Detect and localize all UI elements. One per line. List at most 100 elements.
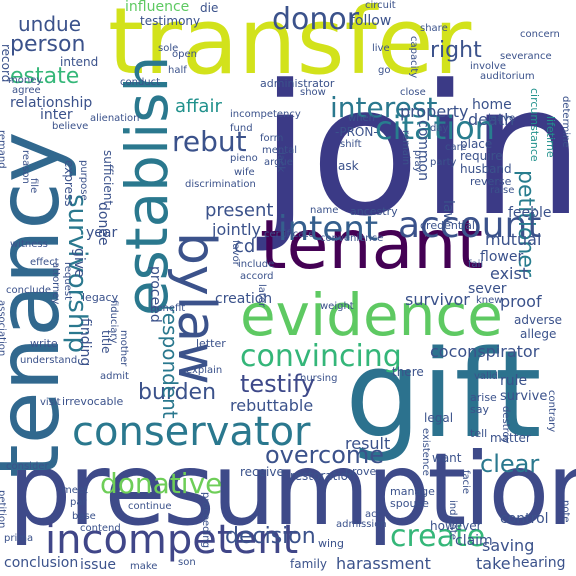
- word-flower: flower: [480, 249, 524, 265]
- word-person: person: [10, 32, 86, 57]
- word-par: par: [70, 497, 87, 508]
- word-close: close: [400, 87, 426, 98]
- word-allege: allege: [520, 327, 557, 341]
- word-want: want: [432, 451, 462, 465]
- word-legal: legal: [424, 411, 454, 425]
- word-believe: believe: [52, 121, 89, 132]
- word-shift: shift: [340, 139, 362, 150]
- word-conduct: conduct: [120, 77, 161, 88]
- word-die: die: [200, 1, 219, 15]
- word-convenience: convenience: [320, 233, 384, 244]
- word-hearing: hearing: [512, 555, 566, 571]
- word-live: live: [372, 43, 390, 54]
- word-decision: decision: [225, 524, 316, 549]
- word-prima: prima: [4, 533, 34, 544]
- word-facie: facie: [460, 470, 471, 495]
- word-relationship: relationship: [10, 95, 93, 111]
- word-husband: husband: [460, 162, 512, 176]
- word-create: create: [390, 519, 486, 554]
- word-care: care: [445, 142, 467, 153]
- word-witness: witness: [10, 239, 48, 250]
- word-fund: fund: [230, 123, 253, 134]
- word-control: control: [500, 511, 549, 527]
- word-intent: intent: [278, 209, 379, 249]
- word-convincing: convincing: [240, 339, 402, 374]
- word-account: account: [398, 205, 542, 246]
- word-meet: meet: [62, 485, 88, 496]
- word-donee: donee: [95, 202, 111, 246]
- word-continue: continue: [128, 501, 172, 512]
- word-undue: undue: [18, 12, 82, 36]
- word-file: file: [28, 178, 39, 194]
- word-benefit: benefit: [150, 303, 186, 314]
- word-alienation: alienation: [90, 113, 140, 124]
- word-citation: citation: [375, 109, 495, 147]
- word-restoration: restoration: [290, 469, 356, 483]
- word-legacy: legacy: [82, 291, 119, 304]
- word-agree: agree: [12, 85, 41, 96]
- word-attorney: attorney: [50, 262, 61, 305]
- word-destroy: destroy: [500, 406, 511, 444]
- word-indicate: indicate: [447, 500, 458, 540]
- word-saving: saving: [482, 536, 535, 555]
- word-clear: clear: [480, 450, 540, 478]
- word-take: take: [476, 554, 511, 573]
- word-survivor: survivor: [405, 290, 470, 309]
- word-certificate: certificate: [264, 229, 315, 240]
- word-nursing: nursing: [300, 373, 338, 384]
- word-sole: sole: [158, 43, 179, 54]
- word-testimony: testimony: [140, 14, 201, 28]
- word-severance: severance: [500, 51, 552, 62]
- word-letter: letter: [196, 337, 226, 350]
- word-transfer: transfer: [108, 0, 472, 95]
- word-valid: valid: [474, 371, 498, 382]
- word-exist: exist: [490, 264, 529, 283]
- word-present: present: [205, 200, 274, 221]
- word-follow: follow: [350, 13, 392, 29]
- word-sufficient: sufficient: [101, 150, 115, 206]
- word-place: place: [460, 137, 493, 151]
- word-tenant: tenant: [260, 206, 484, 285]
- word-share: share: [420, 23, 448, 34]
- word-lifetime: lifetime: [544, 116, 557, 158]
- word-donor: donor: [272, 2, 360, 37]
- word-finding: finding: [77, 318, 93, 367]
- word-presumption: presumption: [8, 431, 576, 548]
- word-receive: receive: [240, 465, 284, 479]
- word-prove: prove: [345, 465, 377, 478]
- word-capacity: capacity: [408, 36, 419, 79]
- word-mother: mother: [118, 330, 129, 367]
- word-title: title: [99, 330, 113, 354]
- word-knew: knew: [476, 295, 503, 306]
- word-give: give: [71, 248, 87, 278]
- word-name: name: [310, 205, 339, 216]
- word-administrator: administrator: [260, 77, 335, 90]
- word-wing: wing: [318, 537, 345, 550]
- word-burden: burden: [138, 380, 217, 405]
- word-rebuttable: rebuttable: [230, 396, 314, 415]
- word-contend: contend: [80, 523, 121, 534]
- word-gift: gift: [345, 326, 542, 465]
- word-son: son: [178, 557, 196, 568]
- word-purpose: purpose: [78, 160, 89, 201]
- word-act: act: [365, 509, 381, 520]
- word-cd: cd: [234, 236, 256, 257]
- word-argue: argue: [264, 157, 293, 168]
- word-circumstance: circumstance: [528, 88, 541, 162]
- word-say: say: [470, 403, 489, 416]
- word-there: there: [392, 365, 424, 379]
- word-open: open: [172, 49, 197, 60]
- word-petition: petition: [0, 490, 7, 529]
- word-incompetent: incompetent: [45, 517, 299, 563]
- word-pieno: pieno: [230, 153, 258, 164]
- word-incompetency: incompetency: [230, 109, 301, 120]
- word-mental: mental: [262, 145, 298, 156]
- word-jointly: jointly: [212, 220, 262, 239]
- word-discrimination: discrimination: [185, 179, 256, 190]
- word-feeble: feeble: [508, 205, 552, 221]
- word-auditorium: auditorium: [480, 71, 535, 82]
- word-rule: rule: [500, 373, 528, 389]
- word-association: association: [0, 300, 7, 357]
- word-explain: explain: [186, 365, 223, 376]
- word-sever: sever: [468, 281, 507, 297]
